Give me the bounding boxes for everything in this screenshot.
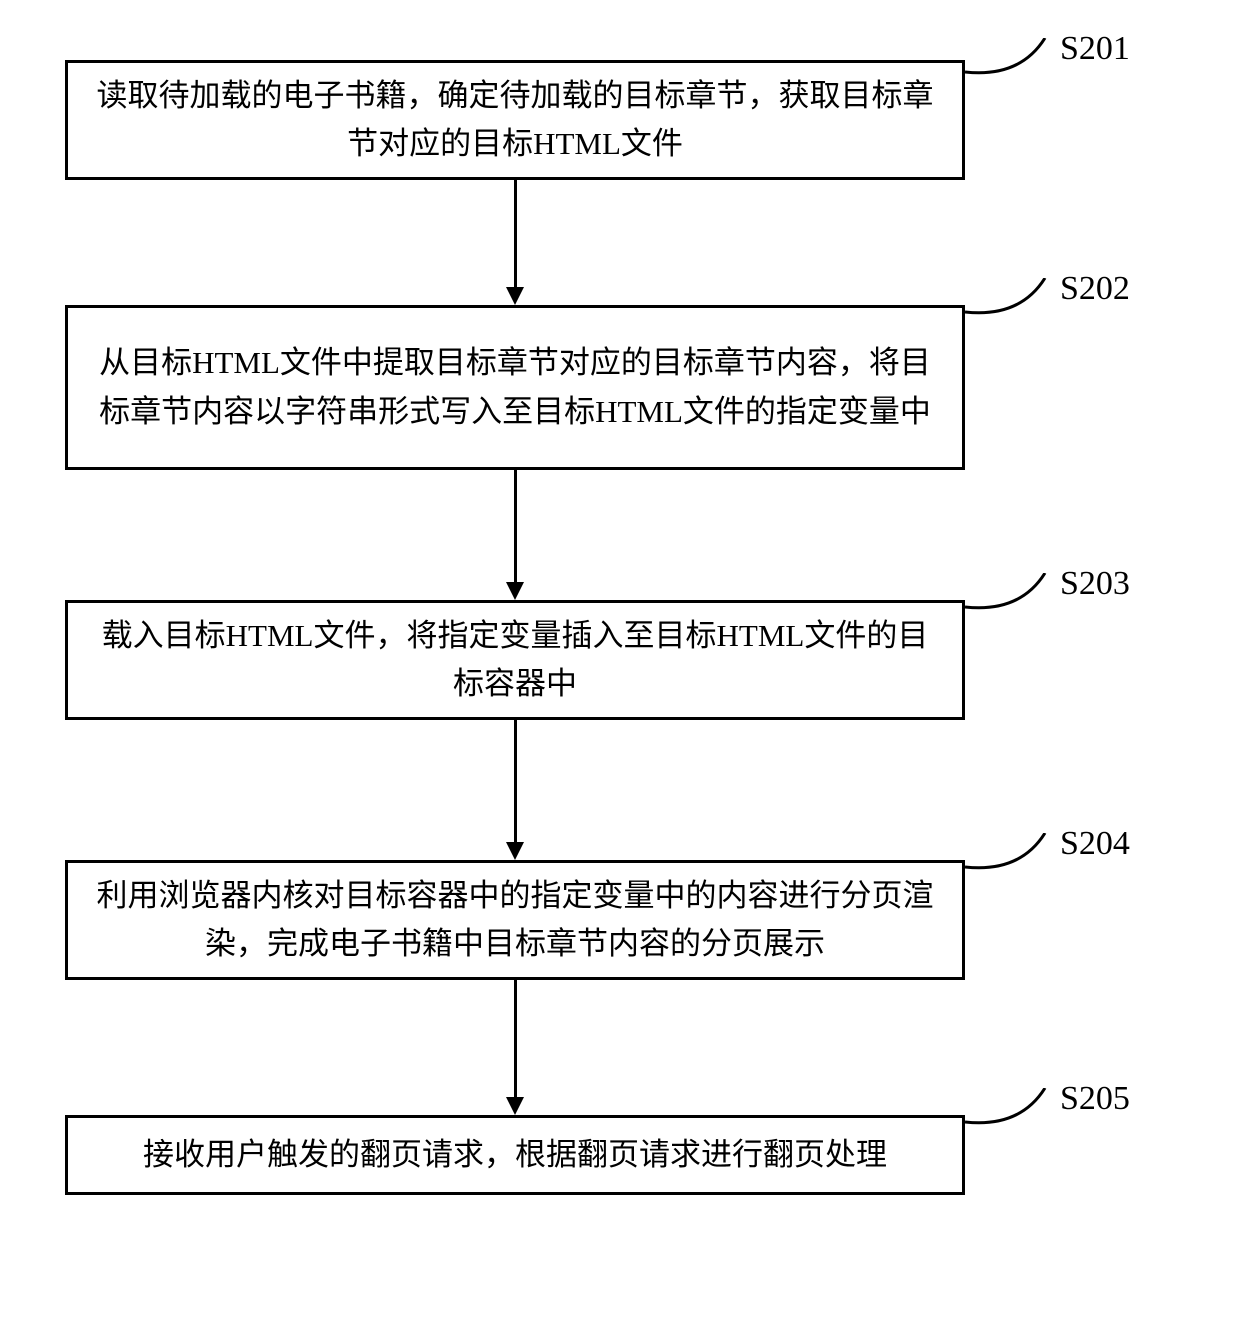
flowchart-container: 读取待加载的电子书籍，确定待加载的目标章节，获取目标章节对应的目标HTML文件 … <box>50 30 1190 1310</box>
step-text: 载入目标HTML文件，将指定变量插入至目标HTML文件的目标容器中 <box>93 612 937 708</box>
step-box-s204: 利用浏览器内核对目标容器中的指定变量中的内容进行分页渲染，完成电子书籍中目标章节… <box>65 860 965 980</box>
step-label-s201: S201 <box>1060 30 1130 68</box>
arrow-line-2 <box>514 470 517 582</box>
step-box-s202: 从目标HTML文件中提取目标章节对应的目标章节内容，将目标章节内容以字符串形式写… <box>65 305 965 470</box>
curve-connector-s201 <box>965 38 1065 83</box>
arrow-head-3 <box>506 842 524 860</box>
curve-connector-s204 <box>965 833 1065 878</box>
arrow-line-1 <box>514 180 517 287</box>
arrow-head-1 <box>506 287 524 305</box>
curve-connector-s202 <box>965 278 1065 323</box>
step-label-s203: S203 <box>1060 565 1130 603</box>
arrow-line-4 <box>514 980 517 1097</box>
arrow-line-3 <box>514 720 517 842</box>
curve-connector-s203 <box>965 573 1065 618</box>
step-label-s202: S202 <box>1060 270 1130 308</box>
curve-connector-s205 <box>965 1088 1065 1133</box>
step-text: 接收用户触发的翻页请求，根据翻页请求进行翻页处理 <box>143 1131 887 1179</box>
step-box-s205: 接收用户触发的翻页请求，根据翻页请求进行翻页处理 <box>65 1115 965 1195</box>
arrow-head-2 <box>506 582 524 600</box>
step-text: 读取待加载的电子书籍，确定待加载的目标章节，获取目标章节对应的目标HTML文件 <box>93 72 937 168</box>
step-text: 从目标HTML文件中提取目标章节对应的目标章节内容，将目标章节内容以字符串形式写… <box>93 339 937 435</box>
arrow-head-4 <box>506 1097 524 1115</box>
step-box-s203: 载入目标HTML文件，将指定变量插入至目标HTML文件的目标容器中 <box>65 600 965 720</box>
step-label-s205: S205 <box>1060 1080 1130 1118</box>
step-text: 利用浏览器内核对目标容器中的指定变量中的内容进行分页渲染，完成电子书籍中目标章节… <box>93 872 937 968</box>
step-label-s204: S204 <box>1060 825 1130 863</box>
step-box-s201: 读取待加载的电子书籍，确定待加载的目标章节，获取目标章节对应的目标HTML文件 <box>65 60 965 180</box>
